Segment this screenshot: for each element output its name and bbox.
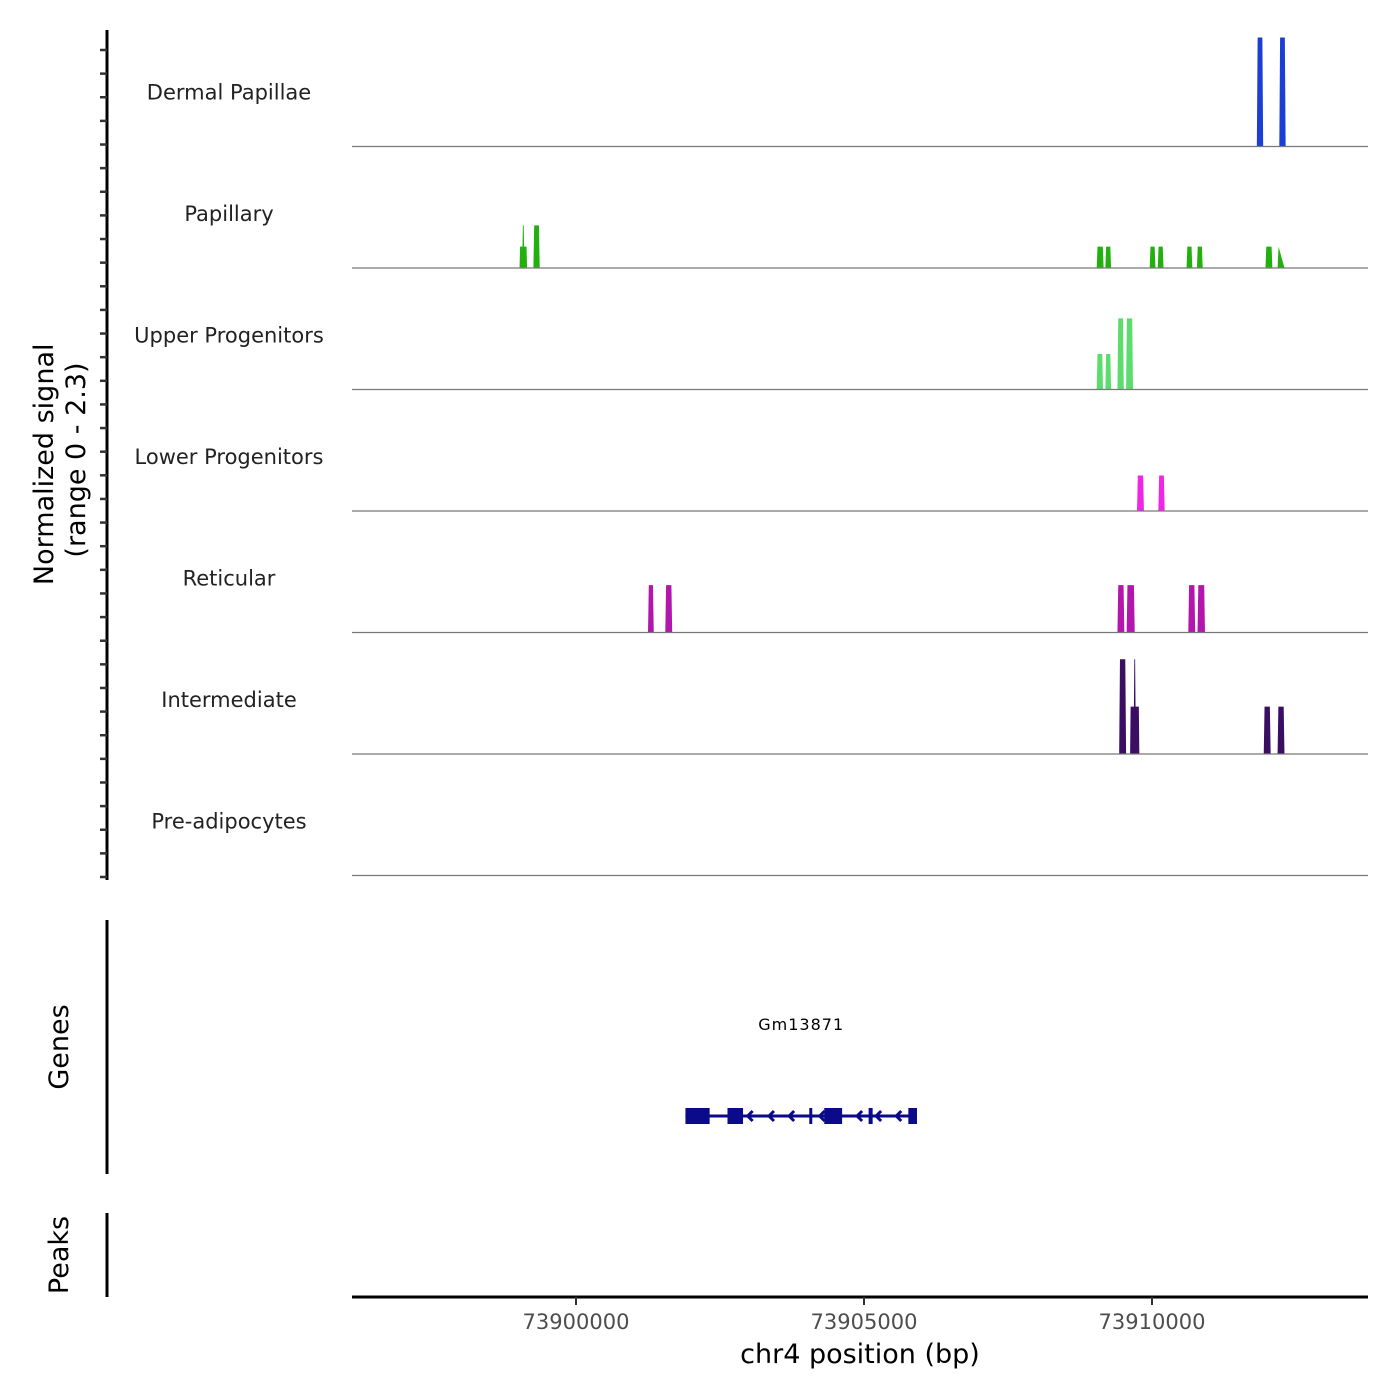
track-label: Lower Progenitors: [135, 445, 324, 469]
signal-peak: [1126, 585, 1135, 633]
signal-peak: [1197, 585, 1205, 633]
signal-peak: [1265, 246, 1273, 268]
x-axis-ticks: 73900000 73905000 73910000: [523, 1297, 1206, 1334]
signal-y-axis: [100, 30, 109, 880]
signal-peak: [1277, 706, 1285, 754]
x-axis-title: chr4 position (bp): [740, 1339, 980, 1370]
gene-exon: [809, 1108, 813, 1124]
strand-arrow-icon: [894, 1109, 903, 1123]
gene-models: Gm13871: [685, 1015, 917, 1124]
strand-arrow-icon: [787, 1109, 796, 1123]
signal-peak: [1188, 585, 1196, 633]
gene-Gm13871: Gm13871: [685, 1015, 917, 1124]
signal-peak: [1196, 246, 1203, 268]
track-lower-progenitors: Lower Progenitors: [135, 445, 1368, 512]
signal-peak: [1130, 659, 1140, 754]
peaks-panel-title: Peaks: [44, 1216, 75, 1294]
track-label: Intermediate: [161, 688, 297, 712]
signal-peak: [1263, 706, 1271, 754]
track-papillary: Papillary: [184, 202, 1368, 269]
strand-arrow-icon: [745, 1109, 754, 1123]
signal-peak: [1117, 585, 1125, 633]
signal-peak: [519, 225, 528, 268]
track-label: Reticular: [183, 567, 276, 591]
gene-exon: [868, 1108, 873, 1124]
signal-peak: [1137, 475, 1144, 511]
x-axis: 73900000 73905000 73910000 chr4 position (…: [352, 1295, 1368, 1370]
gene-exon: [727, 1108, 744, 1124]
gene-name-label: Gm13871: [758, 1015, 844, 1034]
track-label: Pre-adipocytes: [151, 810, 306, 834]
signal-peak: [1279, 37, 1286, 147]
signal-peak: [648, 585, 654, 633]
genes-panel-title: Genes: [44, 1004, 75, 1089]
x-tick-label: 73900000: [523, 1310, 630, 1334]
signal-peak: [1105, 353, 1112, 390]
track-upper-progenitors: Upper Progenitors: [134, 318, 1368, 391]
track-label: Dermal Papillae: [147, 81, 311, 105]
x-tick-label: 73905000: [811, 1310, 918, 1334]
gene-exon: [908, 1108, 917, 1124]
strand-arrow-icon: [817, 1109, 826, 1123]
signal-y-axis-title-line2: (range 0 - 2.3): [61, 362, 92, 557]
signal-y-axis-title-line1: Normalized signal: [29, 344, 60, 586]
signal-peak: [1126, 318, 1133, 390]
signal-peak: [1096, 353, 1104, 390]
genes-panel: Genes Gm13871: [44, 920, 917, 1174]
gene-exon: [685, 1108, 710, 1124]
peaks-panel: Peaks: [44, 1213, 109, 1297]
signal-peak: [1096, 246, 1104, 268]
coverage-tracks: Dermal Papillae Papillary Upper Progenitor…: [134, 37, 1368, 877]
x-tick-label: 73910000: [1099, 1310, 1206, 1334]
signal-peak: [1105, 246, 1112, 268]
signal-y-minor-ticks: [100, 48, 107, 879]
signal-peak: [665, 585, 673, 633]
signal-peak: [1157, 246, 1164, 268]
signal-peak: [1149, 246, 1156, 268]
track-reticular: Reticular: [183, 567, 1368, 634]
signal-peak: [533, 225, 540, 268]
strand-arrow-icon: [766, 1109, 776, 1123]
strand-arrow-icon: [873, 1109, 883, 1123]
signal-peak: [1158, 475, 1165, 511]
gene-exon: [824, 1108, 843, 1124]
signal-peak: [1277, 246, 1285, 268]
track-dermal-papillae: Dermal Papillae: [147, 37, 1368, 148]
strand-arrow-icon: [854, 1109, 864, 1123]
track-pre-adipocytes: Pre-adipocytes: [151, 810, 1368, 877]
track-label: Papillary: [184, 202, 273, 226]
signal-peak: [1119, 659, 1127, 754]
track-intermediate: Intermediate: [161, 659, 1368, 755]
signal-peak: [1117, 318, 1124, 390]
track-label: Upper Progenitors: [134, 324, 324, 348]
signal-peak: [1256, 37, 1264, 147]
signal-peak: [1186, 246, 1193, 268]
signal-y-axis-title: Normalized signal (range 0 - 2.3): [29, 335, 92, 585]
